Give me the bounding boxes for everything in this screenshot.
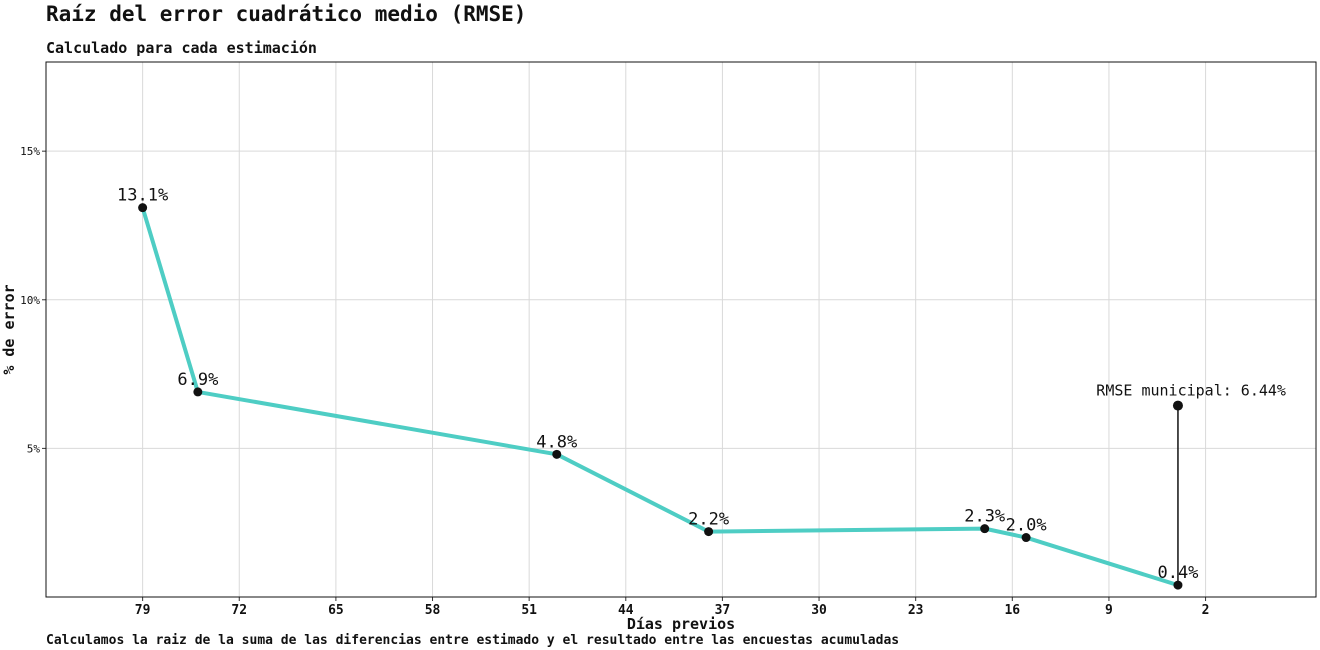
x-tick-label: 65	[328, 603, 344, 618]
data-label: 0.4%	[1157, 563, 1198, 583]
y-axis-ticks: 5% 10% 15%	[20, 145, 46, 455]
series-layer	[138, 203, 1183, 590]
data-point	[980, 524, 990, 534]
y-tick-label: 10%	[20, 294, 40, 307]
x-tick-label: 72	[231, 603, 247, 618]
data-label: 2.2%	[688, 510, 729, 530]
y-tick-label: 5%	[27, 442, 41, 455]
data-point	[1021, 533, 1031, 543]
grid-lines	[46, 62, 1316, 597]
annotation-point	[1172, 400, 1183, 411]
chart-subtitle: Calculado para cada estimación	[46, 39, 317, 57]
x-tick-label: 58	[425, 603, 441, 618]
x-axis-label: Días previos	[627, 615, 735, 633]
annotation-layer: RMSE municipal: 6.44%	[1096, 382, 1286, 586]
data-point	[552, 449, 562, 459]
x-axis-ticks: 79 72 65 58 51 44 37 30 23 16 9 2	[135, 597, 1210, 618]
data-label: 2.0%	[1006, 516, 1047, 536]
data-label: 2.3%	[964, 507, 1005, 527]
data-label: 6.9%	[177, 370, 218, 390]
plot-frame	[45, 61, 1317, 598]
x-tick-label: 9	[1105, 603, 1113, 618]
x-tick-label: 16	[1004, 603, 1020, 618]
x-tick-label: 37	[715, 603, 731, 618]
x-tick-label: 51	[521, 603, 537, 618]
x-tick-label: 30	[811, 603, 827, 618]
data-point	[138, 203, 148, 213]
y-tick-label: 15%	[20, 145, 40, 158]
data-point	[193, 387, 203, 397]
x-tick-label: 23	[908, 603, 924, 618]
annotation-label: RMSE municipal: 6.44%	[1096, 382, 1286, 400]
data-label: 13.1%	[117, 186, 168, 206]
x-tick-label: 79	[135, 603, 151, 618]
chart-title: Raíz del error cuadrático medio (RMSE)	[46, 2, 527, 26]
x-tick-label: 44	[618, 603, 634, 618]
x-tick-label: 2	[1202, 603, 1210, 618]
data-point	[704, 527, 714, 537]
chart-caption: Calculamos la raiz de la suma de las dif…	[46, 633, 900, 648]
data-label: 4.8%	[536, 432, 577, 452]
y-axis-label: % de error	[0, 284, 18, 374]
data-labels: 13.1% 6.9% 4.8% 2.2% 2.3% 2.0% 0.4%	[117, 186, 1198, 583]
